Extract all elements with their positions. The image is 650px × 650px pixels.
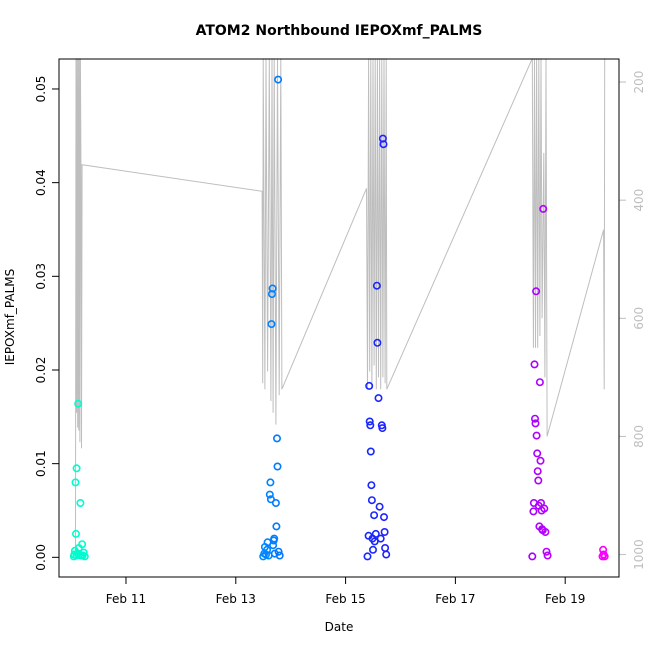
data-point	[380, 527, 389, 536]
data-point	[533, 467, 542, 476]
data-point	[370, 511, 379, 520]
data-point	[365, 417, 374, 426]
data-point	[528, 552, 537, 561]
data-point	[375, 502, 384, 511]
x-tick-label: Feb 17	[435, 592, 475, 606]
data-point	[365, 381, 374, 390]
data-point	[600, 552, 609, 561]
data-point	[79, 548, 88, 557]
data-point	[542, 547, 551, 556]
data-point	[541, 527, 550, 536]
data-point	[373, 338, 382, 347]
data-point	[532, 431, 541, 440]
pressure-trace-layer	[75, 58, 606, 555]
data-point	[273, 462, 282, 471]
y-tick-label: 0.00	[34, 544, 48, 571]
pressure-trace-line	[75, 58, 606, 555]
data-point	[535, 378, 544, 387]
data-point	[368, 545, 377, 554]
data-point	[379, 140, 388, 149]
data-point	[275, 551, 284, 560]
chart-title: ATOM2 Northbound IEPOXmf_PALMS	[196, 23, 483, 39]
right-tick-label: 200	[632, 71, 646, 94]
data-point	[540, 504, 549, 513]
data-point	[534, 476, 543, 485]
data-point	[363, 552, 372, 561]
data-point	[539, 204, 548, 213]
right-tick-label: 600	[632, 307, 646, 330]
data-point	[367, 496, 376, 505]
data-point	[530, 414, 539, 423]
y-tick-label: 0.02	[34, 357, 48, 384]
data-point	[532, 287, 541, 296]
data-point	[266, 478, 275, 487]
data-point	[533, 449, 542, 458]
data-point	[530, 360, 539, 369]
data-point	[71, 478, 80, 487]
data-point	[376, 534, 385, 543]
y-tick-label: 0.04	[34, 169, 48, 196]
right-tick-label: 800	[632, 425, 646, 448]
data-point	[72, 464, 81, 473]
y-tick-label: 0.05	[34, 76, 48, 103]
data-point	[531, 419, 540, 428]
x-tick-label: Feb 11	[106, 592, 146, 606]
data-point	[265, 490, 274, 499]
y-tick-label: 0.01	[34, 450, 48, 477]
x-tick-label: Feb 19	[545, 592, 585, 606]
data-point	[367, 481, 376, 490]
data-point	[378, 424, 387, 433]
data-point	[382, 550, 391, 559]
plot-frame	[58, 58, 620, 578]
y-axis-label: IEPOXmf_PALMS	[3, 269, 17, 366]
y-tick-label: 0.03	[34, 263, 48, 290]
data-point	[381, 543, 390, 552]
data-point	[366, 421, 375, 430]
x-axis-label: Date	[325, 620, 354, 634]
data-point	[272, 434, 281, 443]
data-point	[267, 320, 276, 329]
data-point	[379, 513, 388, 522]
data-point	[266, 495, 275, 504]
right-tick-label: 400	[632, 189, 646, 212]
data-point	[374, 394, 383, 403]
data-point	[536, 498, 545, 507]
data-point	[80, 552, 89, 561]
data-point	[270, 534, 279, 543]
data-point	[74, 399, 83, 408]
data-point	[274, 547, 283, 556]
data-point	[529, 507, 538, 516]
data-point	[543, 551, 552, 560]
data-point	[72, 529, 81, 538]
data-point	[274, 75, 283, 84]
axes-layer: Feb 11 Feb 13 Feb 15 Feb 17 Feb 19 0.00 0.01 0.…	[34, 71, 646, 606]
data-point	[78, 540, 87, 549]
data-point	[271, 498, 280, 507]
x-tick-label: Feb 15	[325, 592, 365, 606]
data-point	[372, 281, 381, 290]
data-point	[371, 529, 380, 538]
data-point	[76, 498, 85, 507]
right-tick-label: 1000	[632, 539, 646, 570]
x-tick-label: Feb 13	[216, 592, 256, 606]
data-point	[536, 456, 545, 465]
data-point	[272, 522, 281, 531]
data-point	[268, 284, 277, 293]
data-point	[366, 447, 375, 456]
data-points-layer	[69, 75, 609, 561]
